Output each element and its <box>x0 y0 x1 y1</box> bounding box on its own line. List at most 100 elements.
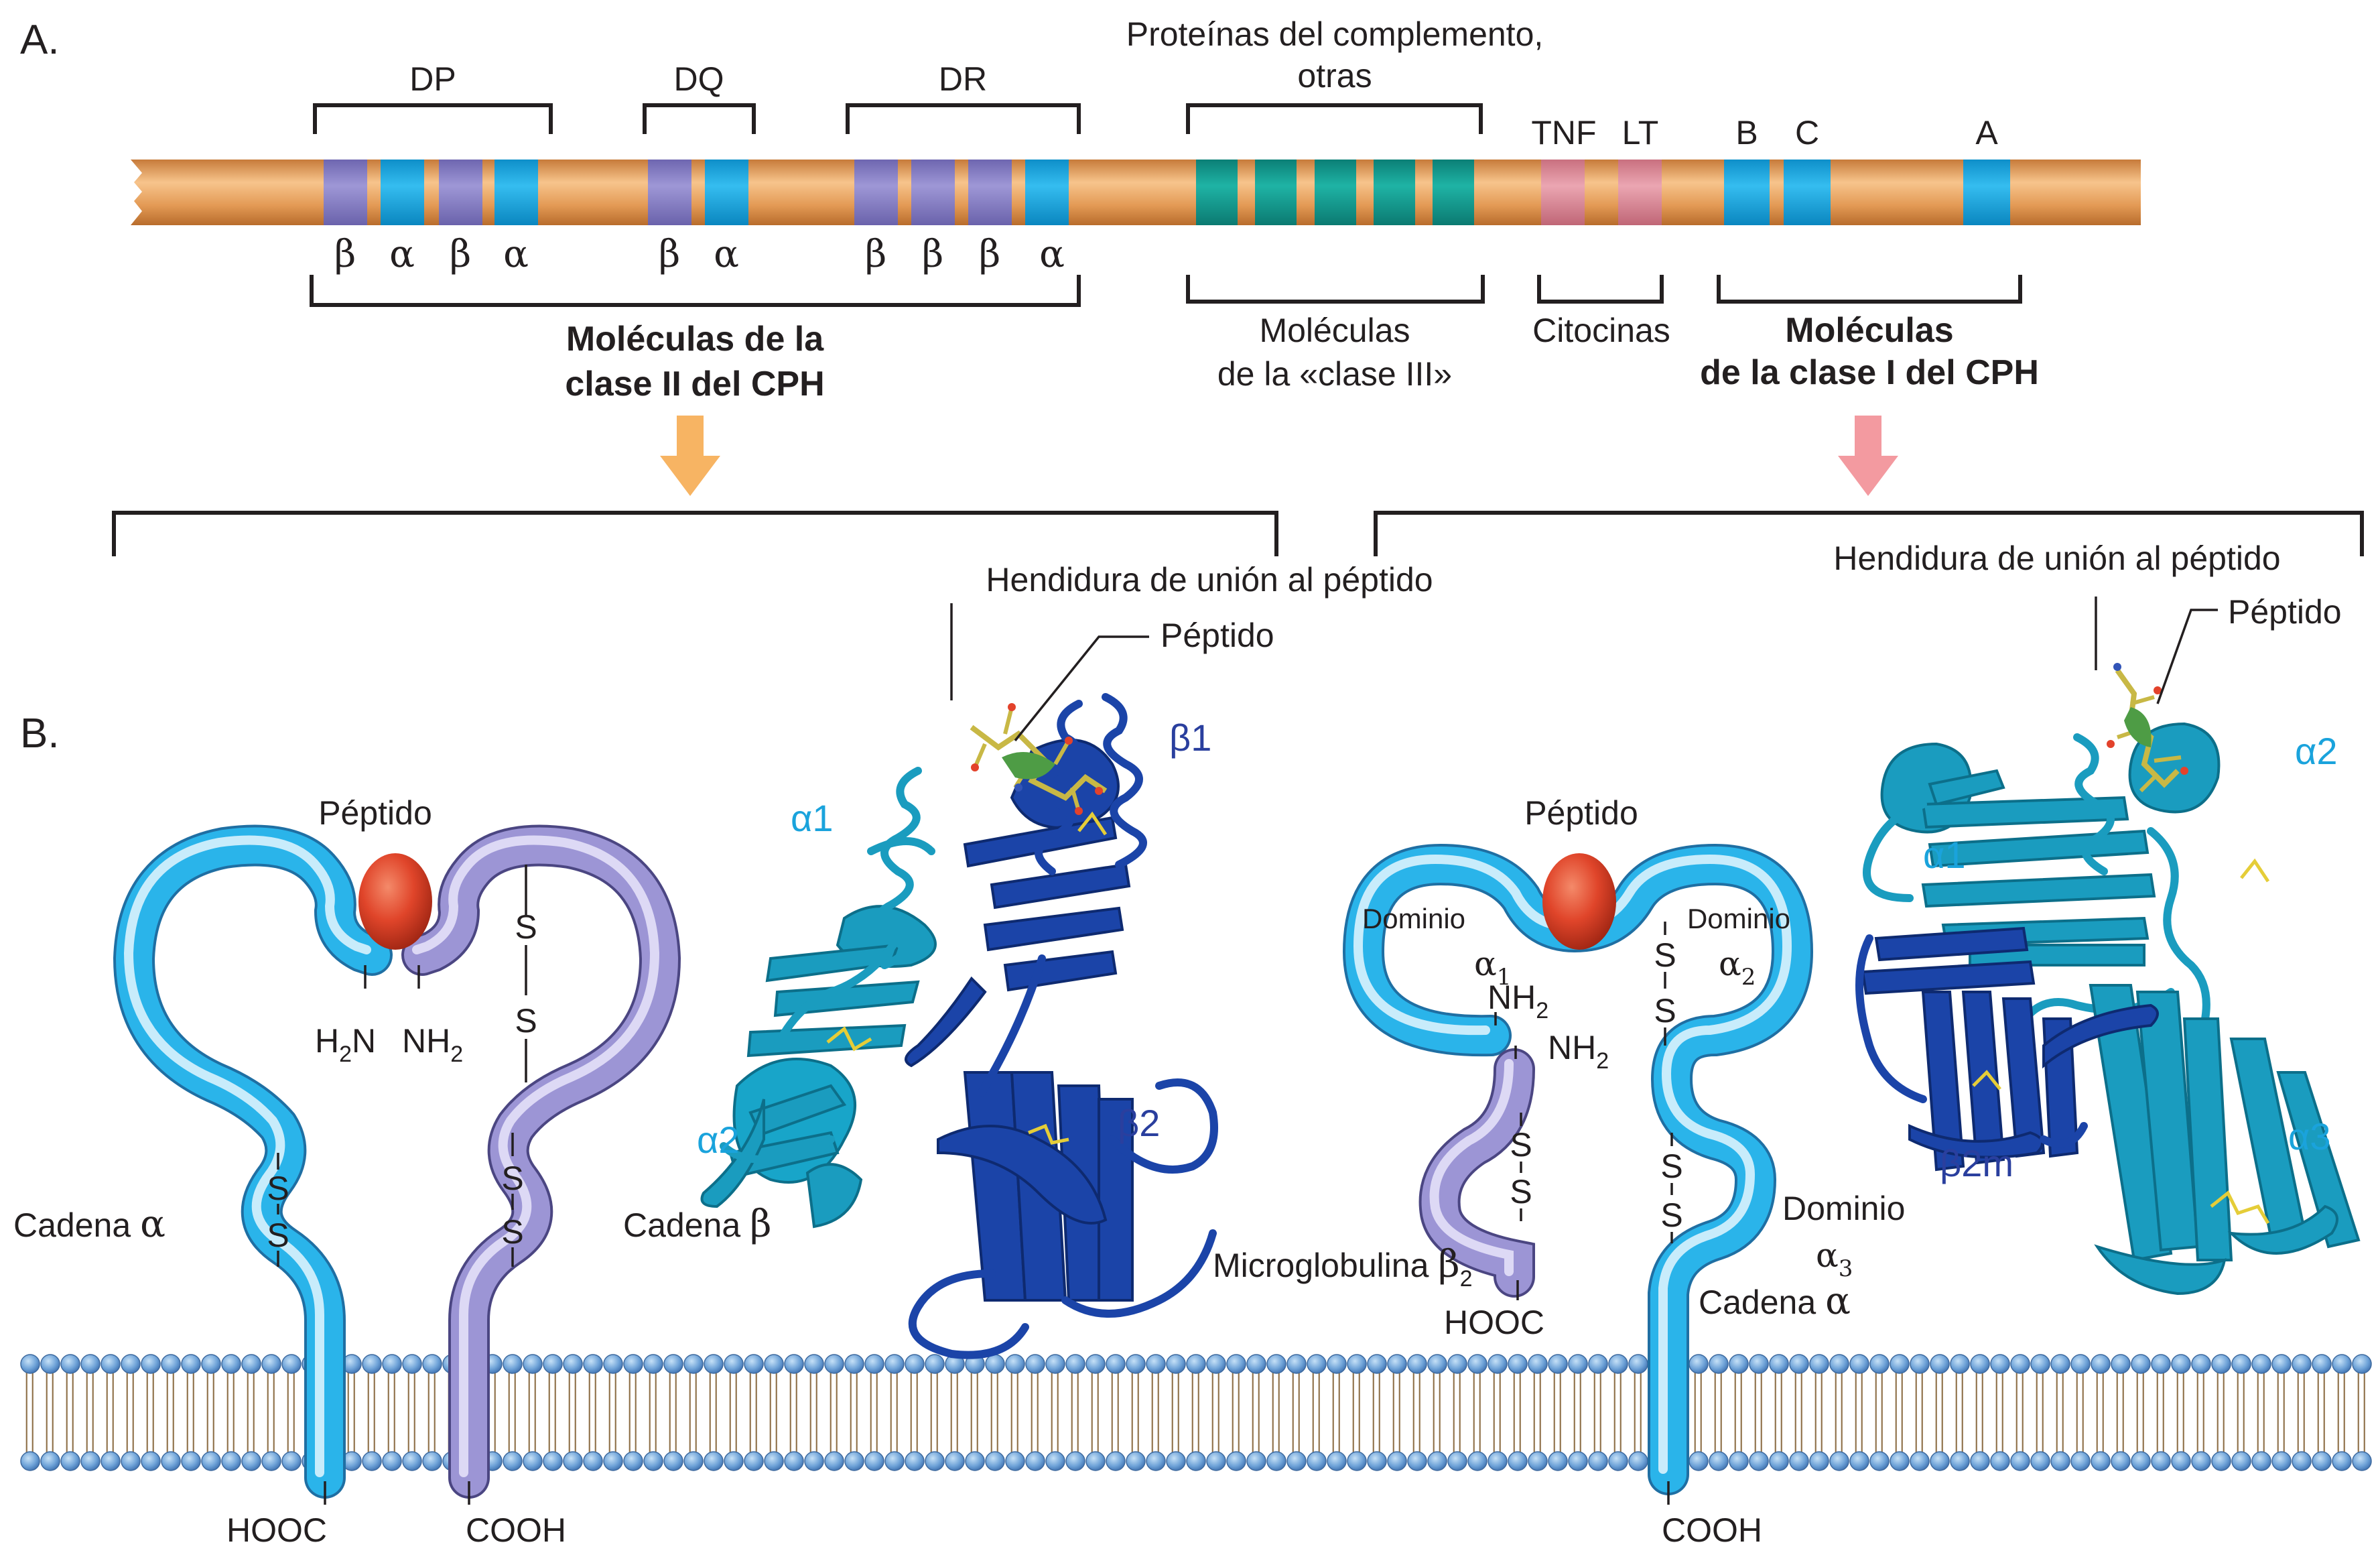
bracket-section-class2 <box>112 511 1278 556</box>
greek-dp-1: β <box>334 233 356 276</box>
lipid-head <box>2292 1354 2312 1374</box>
lipid-head <box>1990 1451 2010 1471</box>
class2-peptide <box>358 853 432 950</box>
bracket-complement <box>1186 103 1483 134</box>
label-lt: LT <box>1622 114 1659 151</box>
greek-dr-2: β <box>922 233 943 276</box>
class2-nh2: NH2 <box>402 1022 463 1067</box>
lipid-head <box>603 1354 623 1374</box>
lipid-head <box>1528 1451 1548 1471</box>
lipid-head <box>1045 1451 1065 1471</box>
label-dr: DR <box>939 60 987 98</box>
panel-label-a: A. <box>20 17 60 63</box>
lipid-head <box>623 1354 643 1374</box>
class1-b2-microglobulin-chain <box>1418 1048 1535 1298</box>
lipid-head <box>1488 1354 1508 1374</box>
label-class3-line2: de la «clase III» <box>1217 355 1452 393</box>
class2-peptide-label: Péptido <box>318 794 432 832</box>
lipid-head <box>1628 1354 1648 1374</box>
lipid-head <box>764 1451 784 1471</box>
svg-text:S: S <box>501 1213 523 1251</box>
class1-alpha3-domain <box>2089 984 2361 1296</box>
label-tnf: TNF <box>1531 114 1596 151</box>
lipid-head <box>965 1451 985 1471</box>
lipid-head <box>1106 1451 1126 1471</box>
lipid-head <box>1869 1451 1890 1471</box>
lipid-head <box>101 1451 121 1471</box>
class2-chain-alpha-label: Cadena α <box>13 1202 166 1246</box>
class1-b2m-label: β2m <box>1940 1142 2013 1184</box>
svg-text:S: S <box>1660 1196 1682 1234</box>
class1-bound-peptide <box>2107 663 2188 793</box>
lipid-head <box>523 1354 543 1374</box>
bracket-dp <box>313 103 553 134</box>
bracket-cytokines <box>1537 275 1664 304</box>
lipid-head <box>724 1451 744 1471</box>
lipid-head <box>121 1354 141 1374</box>
bracket-dq <box>643 103 756 134</box>
lipid-head <box>663 1451 683 1471</box>
lipid-head <box>281 1354 302 1374</box>
lipid-head <box>925 1451 945 1471</box>
lipid-head <box>583 1451 603 1471</box>
lipid-head <box>1427 1354 1447 1374</box>
class2-beta-helix <box>908 693 1218 1359</box>
lipid-head <box>1266 1354 1286 1374</box>
gene-complement-3 <box>1315 160 1356 225</box>
lipid-head <box>101 1354 121 1374</box>
lipid-head <box>1025 1451 1045 1471</box>
lipid-head <box>1769 1354 1789 1374</box>
label-complement-line2: otras <box>1297 57 1372 95</box>
class1-peptide-struct-label: Péptido <box>2228 593 2342 631</box>
lipid-head <box>2251 1354 2271 1374</box>
class2-beta1-label: β1 <box>1169 716 1211 759</box>
class1-domain-alpha1-label: Dominio <box>1362 903 1465 934</box>
class2-beta-domains <box>905 739 1134 1302</box>
class1-hooc: HOOC <box>1444 1304 1544 1341</box>
lipid-head <box>2271 1451 2292 1471</box>
lipid-head <box>1910 1354 1930 1374</box>
class1-peptide-label: Péptido <box>1524 794 1638 832</box>
lipid-head <box>1829 1354 1849 1374</box>
lipid-head <box>1005 1354 1025 1374</box>
lipid-head <box>1367 1354 1387 1374</box>
lipid-head <box>1246 1451 1266 1471</box>
bracket-class3 <box>1186 275 1485 304</box>
lipid-head <box>563 1354 583 1374</box>
class2-h2n: H2N <box>315 1022 376 1067</box>
class2-peptide-struct-label: Péptido <box>1161 617 1274 654</box>
lipid-head <box>824 1354 844 1374</box>
class1-cleft-label: Hendidura de unión al péptido <box>1833 540 2280 577</box>
lipid-head <box>40 1354 60 1374</box>
lipid-head <box>1930 1354 1950 1374</box>
lipid-head <box>543 1354 563 1374</box>
lipid-head <box>2332 1451 2352 1471</box>
lipid-head <box>1890 1354 1910 1374</box>
lipid-head <box>1387 1354 1407 1374</box>
svg-text:S: S <box>267 1216 289 1254</box>
lipid-head <box>523 1451 543 1471</box>
gene-dp-alpha2 <box>494 160 538 225</box>
label-dq: DQ <box>674 60 724 98</box>
lipid-head <box>1206 1354 1226 1374</box>
class1-alpha-chain <box>1342 843 1814 1495</box>
lipid-head <box>2292 1451 2312 1471</box>
class2-bound-peptide <box>970 703 1108 815</box>
cell-membrane <box>20 1354 2372 1471</box>
svg-text:S: S <box>515 908 537 946</box>
lipid-head <box>643 1354 663 1374</box>
lipid-head <box>2111 1451 2131 1471</box>
lipid-head <box>824 1451 844 1471</box>
chromosome <box>131 160 2141 225</box>
gene-dr-beta1 <box>854 160 898 225</box>
lipid-head <box>784 1354 804 1374</box>
lipid-head <box>2131 1354 2151 1374</box>
lipid-head <box>1628 1451 1648 1471</box>
lipid-head <box>1307 1451 1327 1471</box>
lipid-head <box>1749 1451 1769 1471</box>
lipid-head <box>362 1451 382 1471</box>
gene-dp-alpha1 <box>381 160 424 225</box>
lipid-head <box>1327 1451 1347 1471</box>
class2-beta-chain <box>401 824 681 1499</box>
lipid-head <box>844 1451 864 1471</box>
